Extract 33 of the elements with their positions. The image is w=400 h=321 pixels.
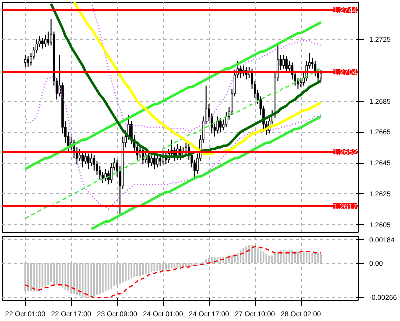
- candlestick: [225, 112, 228, 128]
- candlestick: [286, 56, 288, 74]
- candlestick: [82, 152, 84, 168]
- candlestick: [110, 162, 113, 184]
- ref-line-label: 1.2704: [333, 68, 358, 77]
- ref-line-label: 1.2744: [333, 6, 358, 16]
- candlestick: [84, 152, 87, 166]
- candlestick: [104, 168, 108, 182]
- ref-line-label: 1.2617: [333, 202, 358, 212]
- candlestick: [154, 154, 156, 170]
- candlestick: [150, 153, 153, 167]
- candlestick: [216, 116, 219, 134]
- candlestick: [108, 170, 110, 186]
- candlestick: [320, 70, 322, 82]
- candlestick: [159, 154, 162, 167]
- line-series: [24, 246, 322, 299]
- candlestick: [300, 78, 302, 88]
- candlestick: [148, 152, 150, 168]
- candlestick: [98, 166, 102, 181]
- ref-line-label: 1.2652: [333, 148, 358, 158]
- line-series: [24, 21, 322, 170]
- candlestick: [42, 38, 44, 50]
- line-series: [90, 115, 322, 231]
- candlestick: [90, 153, 93, 167]
- candlestick: [220, 118, 222, 133]
- candlestick: [314, 60, 317, 78]
- candlestick: [93, 154, 96, 172]
- candlestick: [87, 153, 90, 170]
- candlestick: [44, 34, 47, 48]
- candlestick: [27, 56, 30, 68]
- candlestick: [47, 31, 50, 46]
- candlestick: [288, 60, 291, 72]
- candlestick: [282, 54, 286, 70]
